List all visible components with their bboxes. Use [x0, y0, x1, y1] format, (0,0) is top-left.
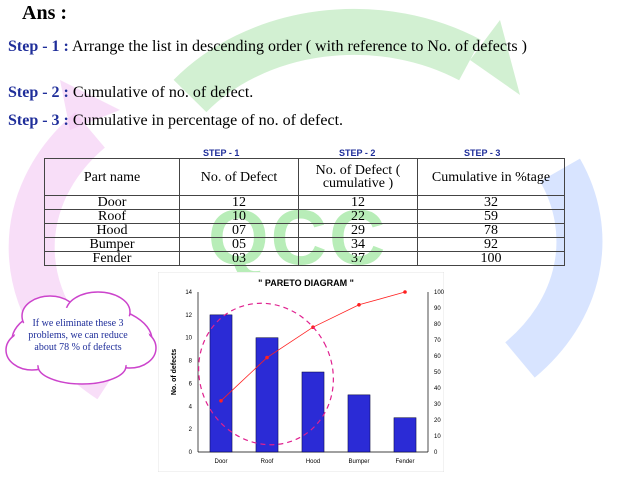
table-row: Hood 07 29 78 [44, 223, 565, 238]
step-1-text: Arrange the list in descending order ( w… [68, 38, 527, 55]
step-2-text: Cumulative of no. of defect. [68, 84, 254, 101]
header-cumulative-percent: Cumulative in %tage [417, 158, 565, 196]
step-3-text: Cumulative in percentage of no. of defec… [68, 112, 344, 129]
chart-bar [301, 371, 325, 453]
line-point [219, 399, 223, 403]
cell-cumulative: 29 [298, 223, 418, 238]
y2-tick-label: 30 [434, 402, 441, 408]
x-tick-label: Door [214, 459, 227, 465]
chart-labels: 0 2 4 6 8 10 12 14 0 10 20 30 40 50 60 70 80 90 100 Door Roo… [171, 290, 444, 465]
y2-tick-label: 0 [434, 450, 438, 456]
y-axis-label: No. of defects [171, 349, 178, 395]
x-tick-label: Fender [395, 459, 414, 465]
step-tag-3: STEP - 3 [464, 148, 501, 158]
y2-tick-label: 100 [434, 290, 444, 296]
highlight-dashed-ellipse [198, 302, 334, 446]
callout-text: If we eliminate these 3 problems, we can… [28, 318, 128, 353]
step-tag-2: STEP - 2 [339, 148, 376, 158]
chart-line [219, 290, 407, 403]
header-cumulative: No. of Defect ( cumulative ) [298, 158, 418, 196]
pareto-chart: " PARETO DIAGRAM " 0 2 4 6 8 10 12 14 0 10 20 30 40 5… [158, 272, 444, 472]
table-row: Bumper 05 34 92 [44, 237, 565, 252]
y2-tick-label: 20 [434, 418, 441, 424]
y2-tick-label: 70 [434, 338, 441, 344]
y-tick-label: 10 [185, 336, 192, 342]
line-point [403, 290, 407, 294]
line-point [357, 303, 361, 307]
cell-part: Bumper [44, 237, 180, 252]
cell-cumulative: 12 [298, 195, 418, 210]
line-point [265, 355, 269, 360]
cell-percent: 59 [417, 209, 565, 224]
y-tick-label: 8 [189, 359, 193, 365]
x-tick-label: Bumper [348, 459, 369, 465]
cell-percent: 32 [417, 195, 565, 210]
table-row: Roof 10 22 59 [44, 209, 565, 224]
y2-tick-label: 40 [434, 386, 441, 392]
cell-percent: 78 [417, 223, 565, 238]
cell-defects: 05 [179, 237, 299, 252]
table-header-row: Part name No. of Defect No. of Defect ( … [44, 158, 565, 196]
table-row: Door 12 12 32 [44, 195, 565, 210]
header-no-of-defect: No. of Defect [179, 158, 299, 196]
x-tick-label: Roof [261, 459, 274, 465]
y2-tick-label: 60 [434, 354, 441, 360]
cell-part: Roof [44, 209, 180, 224]
chart-bar [255, 337, 279, 453]
x-tick-label: Hood [306, 459, 320, 465]
y2-tick-label: 50 [434, 370, 441, 376]
y-tick-label: 14 [185, 290, 192, 296]
chart-bar [393, 417, 417, 453]
step-2: Step - 2 : Cumulative of no. of defect. [8, 84, 253, 102]
cell-defects: 12 [179, 195, 299, 210]
step-tag-1: STEP - 1 [203, 148, 240, 158]
cell-cumulative: 22 [298, 209, 418, 224]
cell-part: Fender [44, 251, 180, 266]
cell-percent: 100 [417, 251, 565, 266]
callout-cloud [5, 291, 157, 385]
y2-tick-label: 10 [434, 434, 441, 440]
cell-defects: 07 [179, 223, 299, 238]
cell-part: Hood [44, 223, 180, 238]
cell-cumulative: 34 [298, 237, 418, 252]
y-tick-label: 4 [189, 404, 193, 410]
step-3: Step - 3 : Cumulative in percentage of n… [8, 112, 343, 130]
step-3-label: Step - 3 : [8, 112, 69, 129]
cell-percent: 92 [417, 237, 565, 252]
step-2-label: Step - 2 : [8, 84, 69, 101]
answer-heading: Ans : [22, 2, 68, 24]
cell-defects: 10 [179, 209, 299, 224]
header-part-name: Part name [44, 158, 180, 196]
cell-defects: 03 [179, 251, 299, 266]
cell-cumulative: 37 [298, 251, 418, 266]
y-tick-label: 2 [189, 427, 193, 433]
y-tick-label: 12 [185, 313, 192, 319]
cell-part: Door [44, 195, 180, 210]
y-tick-label: 6 [189, 381, 193, 387]
chart-bar [347, 394, 371, 453]
table-row: Fender 03 37 100 [44, 251, 565, 266]
step-1-label: Step - 1 : [8, 38, 69, 55]
chart-title: " PARETO DIAGRAM " [258, 278, 354, 288]
y-tick-label: 0 [189, 450, 193, 456]
y2-tick-label: 80 [434, 322, 441, 328]
defect-table: Part name No. of Defect No. of Defect ( … [44, 158, 565, 266]
chart-bars [209, 314, 417, 453]
chart-bar [209, 314, 233, 453]
step-1: Step - 1 : Arrange the list in descendin… [8, 38, 527, 56]
y2-tick-label: 90 [434, 306, 441, 312]
